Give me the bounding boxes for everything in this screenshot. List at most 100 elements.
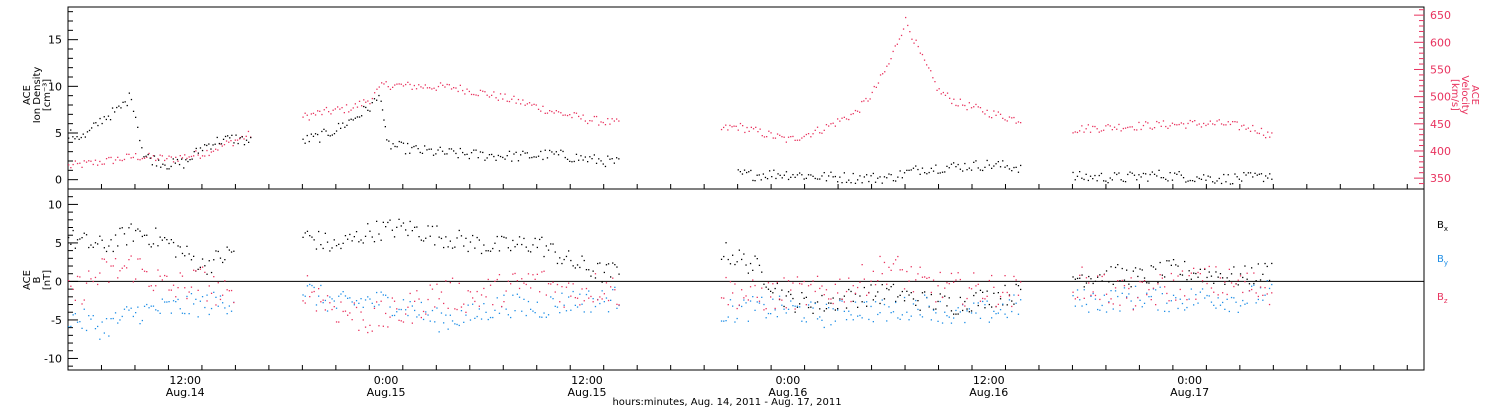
bz-point — [523, 282, 525, 284]
velocity-point — [742, 125, 744, 127]
velocity-point — [940, 93, 942, 95]
bz-point — [843, 301, 845, 303]
velocity-point — [1076, 131, 1079, 134]
velocity-point — [1074, 131, 1076, 133]
by-point — [603, 301, 605, 303]
bz-point — [944, 287, 946, 289]
velocity-point — [962, 104, 964, 106]
bx-point — [1076, 277, 1079, 280]
bz-point — [792, 282, 794, 284]
bx-point — [219, 257, 222, 259]
density-point — [564, 156, 566, 159]
bx-point — [614, 264, 616, 266]
bz-point — [1172, 279, 1175, 281]
bz-point — [950, 272, 953, 275]
density-point — [394, 145, 396, 148]
by-point — [583, 311, 585, 313]
bx-point — [886, 287, 888, 290]
velocity-point — [76, 162, 79, 165]
velocity-point — [1020, 122, 1022, 124]
density-point — [340, 127, 342, 129]
density-point — [1092, 178, 1094, 180]
bz-point — [781, 299, 783, 301]
by-point — [396, 311, 398, 313]
velocity-point — [938, 88, 940, 90]
bz-point — [402, 321, 405, 323]
velocity-point — [1247, 127, 1249, 129]
bz-point — [805, 304, 807, 306]
density-point — [762, 173, 764, 175]
velocity-point — [611, 118, 613, 120]
density-point — [839, 176, 841, 178]
by-point — [754, 309, 756, 311]
bx-point — [79, 238, 81, 240]
velocity-point — [367, 100, 369, 102]
bx-point — [747, 272, 749, 274]
velocity-point — [1265, 137, 1267, 139]
bz-point — [845, 290, 848, 293]
by-point — [447, 328, 449, 330]
density-point — [1249, 172, 1252, 174]
density-point — [888, 173, 890, 175]
velocity-point — [1109, 125, 1111, 127]
velocity-point — [323, 109, 325, 111]
density-point — [825, 180, 828, 182]
by-point — [1213, 304, 1215, 306]
density-point — [919, 173, 921, 175]
bx-point — [507, 247, 509, 249]
bx-point — [1164, 276, 1166, 278]
density-point — [141, 147, 143, 149]
by-point — [340, 293, 342, 295]
density-point — [587, 161, 589, 163]
by-point — [1210, 301, 1213, 303]
by-point — [581, 303, 583, 305]
bx-point — [601, 281, 603, 283]
velocity-point — [1252, 124, 1254, 127]
density-point — [88, 129, 91, 132]
bx-point — [801, 292, 803, 294]
by-point — [422, 318, 425, 321]
by-point — [351, 301, 353, 303]
bz-point — [966, 297, 968, 300]
bz-point — [389, 316, 391, 318]
velocity-point — [869, 98, 871, 100]
density-point — [1103, 180, 1105, 182]
velocity-point — [915, 39, 917, 41]
density-point — [854, 182, 857, 184]
bz-point — [190, 286, 193, 288]
density-point — [342, 122, 344, 124]
bz-point — [550, 283, 552, 285]
density-point — [1238, 178, 1240, 180]
density-point — [1008, 168, 1011, 170]
by-point — [1020, 299, 1022, 301]
velocity-point — [896, 43, 898, 45]
density-point — [1072, 171, 1074, 174]
by-point — [496, 297, 498, 299]
bz-point — [177, 287, 179, 289]
by-point — [1184, 309, 1186, 311]
velocity-point — [768, 130, 770, 132]
bz-point — [1217, 294, 1219, 296]
x-tick-label-date: Aug.16 — [969, 386, 1008, 399]
bx-point — [607, 263, 610, 265]
density-point — [557, 154, 560, 156]
by-point — [559, 312, 561, 314]
bz-point — [1139, 281, 1141, 283]
bx-point — [556, 262, 559, 265]
density-point — [417, 148, 419, 150]
density-point — [1187, 180, 1189, 182]
top-right-ylabel: ACE Velocity [km/s] — [1449, 75, 1480, 114]
bz-point — [932, 279, 935, 281]
top-panel-frame — [67, 6, 1425, 190]
density-point — [1223, 173, 1225, 176]
density-point — [921, 167, 924, 169]
bz-point — [547, 283, 550, 285]
velocity-point — [1087, 124, 1089, 126]
by-point — [1230, 296, 1233, 299]
by-point — [425, 311, 427, 313]
bx-point — [474, 247, 476, 249]
density-point — [513, 153, 515, 155]
velocity-point — [190, 155, 193, 158]
density-point — [1098, 174, 1100, 177]
bz-point — [543, 270, 545, 272]
